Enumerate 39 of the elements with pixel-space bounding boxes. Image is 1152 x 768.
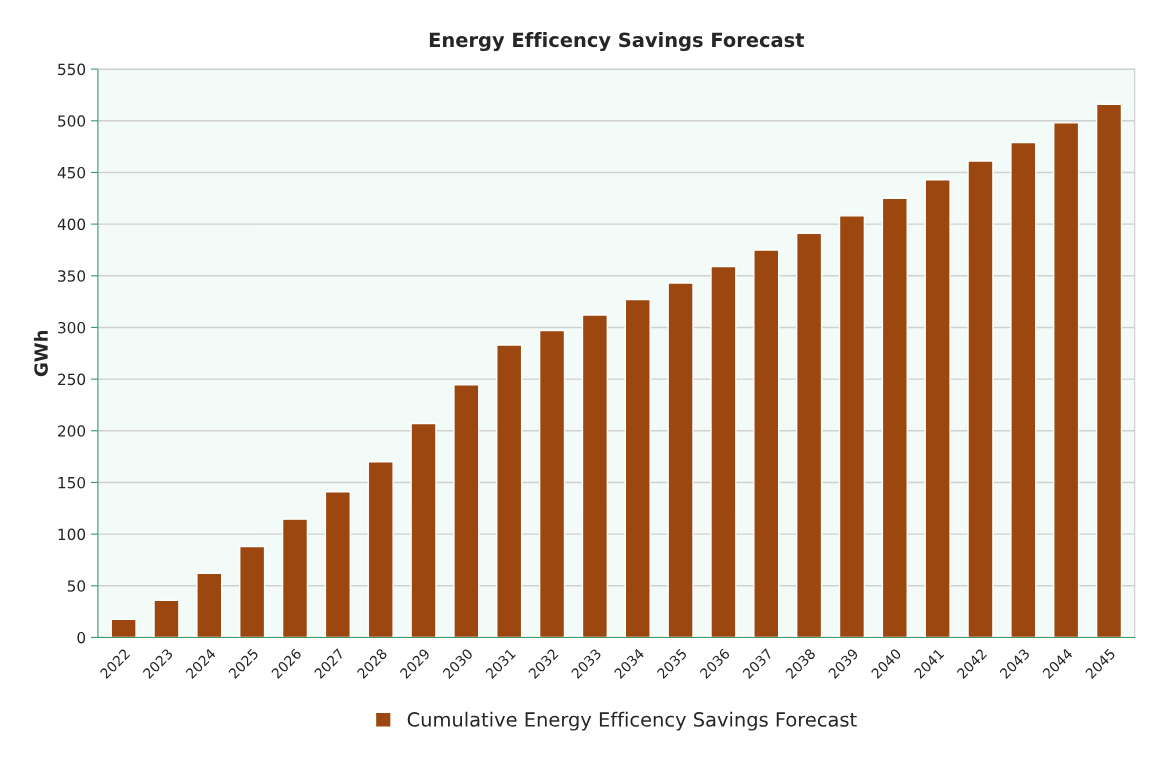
bar bbox=[881, 197, 908, 638]
bar bbox=[196, 572, 223, 638]
bar bbox=[753, 249, 780, 638]
bar bbox=[453, 384, 480, 638]
bar bbox=[624, 298, 651, 638]
bar bbox=[667, 282, 694, 638]
y-tick-label: 250 bbox=[58, 373, 86, 386]
y-tick-label: 150 bbox=[58, 476, 86, 489]
bar bbox=[967, 160, 994, 638]
chart-title: Energy Efficency Savings Forecast bbox=[429, 32, 805, 52]
bar bbox=[281, 518, 309, 638]
bar bbox=[710, 265, 737, 638]
bar bbox=[538, 329, 566, 638]
bar bbox=[1053, 122, 1080, 638]
bar bbox=[1010, 141, 1037, 638]
y-tick-label: 550 bbox=[58, 63, 86, 76]
y-tick-label: 350 bbox=[58, 270, 86, 282]
y-tick-label: 500 bbox=[58, 115, 86, 127]
bar bbox=[110, 618, 137, 638]
y-tick-label: 300 bbox=[58, 321, 86, 334]
y-tick-label: 400 bbox=[57, 218, 86, 231]
y-tick-label: 50 bbox=[67, 580, 86, 592]
legend-label: Cumulative Energy Efficency Savings Forecast bbox=[407, 711, 857, 731]
y-tick-label: 200 bbox=[58, 425, 86, 437]
bar bbox=[153, 599, 180, 638]
bar bbox=[367, 461, 394, 638]
y-tick-label: 100 bbox=[58, 528, 86, 541]
bar bbox=[838, 215, 866, 638]
bar bbox=[324, 491, 351, 638]
bar bbox=[496, 344, 523, 638]
bar bbox=[1095, 103, 1123, 638]
y-tick-label: 0 bbox=[77, 631, 86, 644]
y-axis-title: GWh bbox=[33, 330, 48, 377]
bar bbox=[924, 178, 951, 638]
y-tick-label: 450 bbox=[57, 166, 86, 179]
bar bbox=[239, 545, 266, 638]
bar bbox=[795, 232, 823, 638]
bar bbox=[581, 314, 609, 638]
bar bbox=[410, 422, 437, 638]
